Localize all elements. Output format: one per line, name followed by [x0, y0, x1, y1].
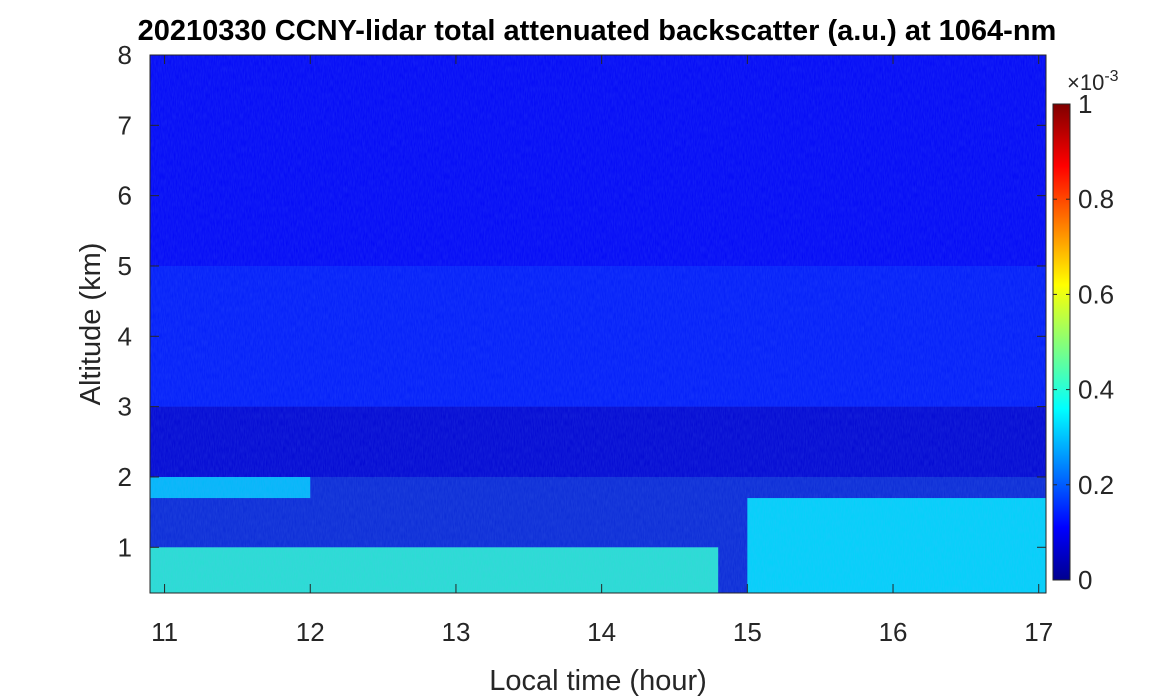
y-tick-label: 3: [118, 392, 132, 422]
colorbar-tick-label: 0.4: [1078, 375, 1114, 405]
colorbar-tick-label: 0.6: [1078, 279, 1114, 309]
heatmap-noise: [150, 55, 1046, 593]
x-tick-label: 11: [151, 617, 178, 647]
y-tick-label: 7: [118, 110, 132, 140]
colorbar-tick-label: 0: [1078, 565, 1092, 595]
chart-title: 20210330 CCNY-lidar total attenuated bac…: [138, 15, 1057, 47]
y-tick-label: 5: [118, 251, 132, 281]
colorbar-gradient: [1052, 103, 1071, 581]
y-axis: 1 2 3 4 5 6 7 8: [118, 40, 1046, 562]
colorbar-multiplier-base: ×10: [1067, 70, 1104, 95]
x-tick-label: 14: [587, 617, 616, 647]
x-axis-label: Local time (hour): [489, 665, 707, 697]
x-tick-label: 16: [879, 617, 908, 647]
colorbar-tick-label: 1: [1078, 89, 1092, 119]
heatmap-plot-area: [150, 55, 1046, 593]
x-tick-label: 12: [296, 617, 325, 647]
y-axis-label: Altitude (km): [75, 243, 107, 406]
colorbar-ticks: 0 0.2 0.4 0.6 0.8 1: [1053, 89, 1114, 595]
colorbar-tick-label: 0.8: [1078, 184, 1114, 214]
x-tick-label: 17: [1024, 617, 1053, 647]
colorbar-multiplier-exponent: -3: [1104, 68, 1118, 85]
y-tick-label: 8: [118, 40, 132, 70]
y-tick-label: 6: [118, 181, 132, 211]
colorbar: 0 0.2 0.4 0.6 0.8 1 ×10-3: [1052, 68, 1119, 595]
y-tick-label: 4: [118, 321, 132, 351]
colorbar-tick-label: 0.2: [1078, 470, 1114, 500]
y-tick-label: 1: [118, 532, 132, 562]
plot-frame: [149, 54, 1047, 594]
x-tick-label: 13: [441, 617, 470, 647]
colorbar-multiplier: ×10-3: [1067, 68, 1119, 95]
y-tick-label: 2: [118, 462, 132, 492]
x-tick-label: 15: [733, 617, 762, 647]
x-axis: 11 12 13 14 15 16 17: [151, 55, 1053, 647]
